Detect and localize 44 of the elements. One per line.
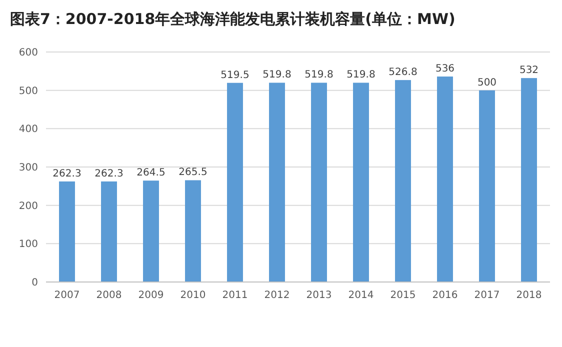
bar [59, 181, 75, 282]
x-tick-label: 2017 [474, 290, 500, 301]
x-tick-label: 2010 [180, 290, 206, 301]
data-label: 519.8 [304, 70, 334, 81]
x-tick-label: 2009 [138, 290, 164, 301]
y-tick-label: 100 [18, 239, 38, 250]
data-label: 265.5 [178, 167, 208, 178]
data-label: 519.5 [220, 70, 250, 81]
data-label: 536 [435, 64, 455, 75]
data-label: 262.3 [94, 168, 124, 180]
data-label: 519.8 [262, 70, 292, 81]
chart-title: 图表7：2007-2018年全球海洋能发电累计装机容量(单位：MW) [10, 10, 456, 28]
x-tick-label: 2007 [54, 290, 80, 301]
data-label: 526.8 [388, 67, 418, 78]
y-tick-label: 500 [18, 86, 38, 97]
bar [521, 78, 537, 282]
bar [479, 90, 495, 282]
bar [185, 180, 201, 282]
bar [311, 82, 327, 282]
bar [437, 76, 453, 282]
y-tick-label: 200 [18, 200, 38, 212]
data-label: 532 [519, 65, 539, 76]
data-label: 264.5 [136, 168, 166, 179]
data-label: 500 [477, 77, 497, 88]
bar [353, 82, 369, 282]
x-tick-label: 2011 [222, 290, 248, 301]
x-tick-label: 2018 [516, 290, 542, 301]
data-label: 262.3 [52, 168, 82, 180]
x-tick-label: 2016 [432, 290, 458, 301]
y-tick-label: 400 [18, 124, 38, 136]
y-tick-label: 600 [18, 48, 38, 58]
x-tick-label: 2014 [348, 290, 374, 301]
y-tick-label: 300 [18, 162, 38, 174]
x-tick-label: 2015 [390, 290, 416, 301]
bar [143, 180, 159, 282]
bar [227, 82, 243, 282]
bar [395, 80, 411, 282]
bar [269, 82, 285, 282]
data-label: 519.8 [346, 70, 376, 81]
x-tick-label: 2013 [306, 290, 332, 301]
bar [101, 181, 117, 282]
x-tick-label: 2012 [264, 290, 290, 301]
x-tick-label: 2008 [96, 290, 122, 301]
y-tick-label: 0 [32, 278, 38, 288]
